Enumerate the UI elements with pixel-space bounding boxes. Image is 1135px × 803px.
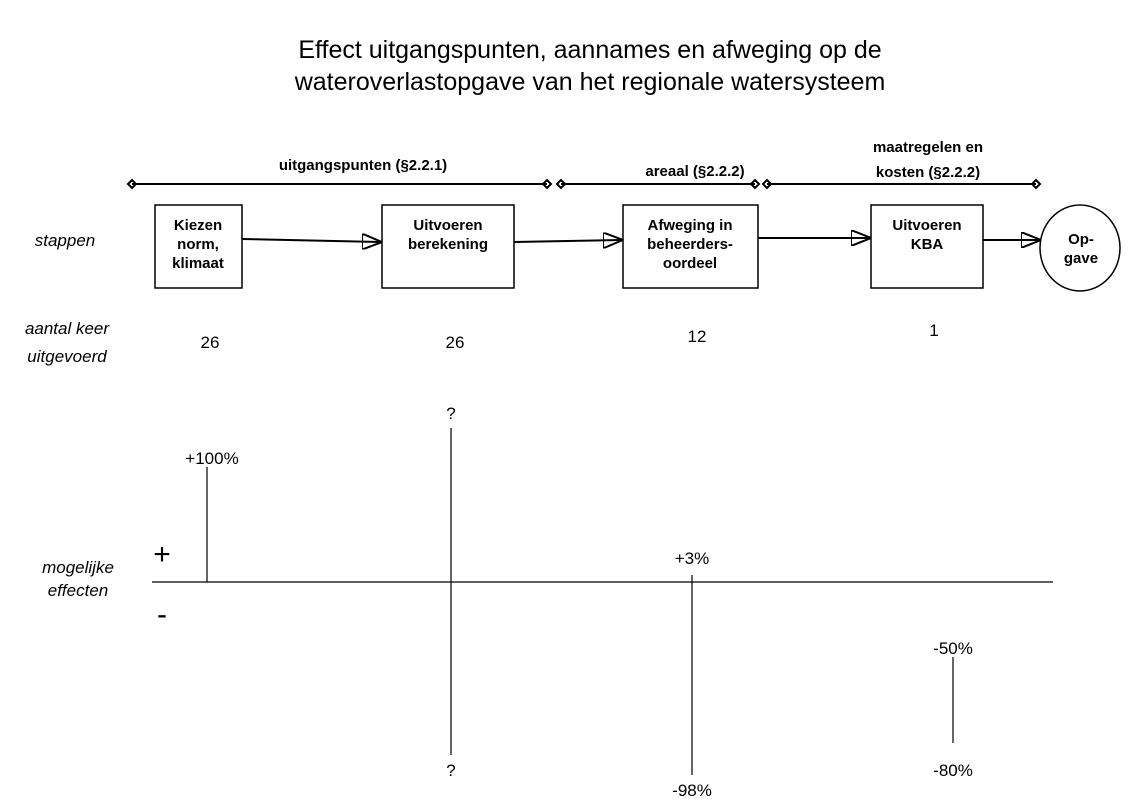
step-label: Kiezen xyxy=(174,217,222,234)
step-label: norm, xyxy=(177,236,219,253)
step-label: oordeel xyxy=(663,255,717,272)
step-label: Uitvoeren xyxy=(413,217,482,234)
phase-lines xyxy=(126,178,1042,190)
effect-label: -50% xyxy=(933,639,973,658)
step-label: Uitvoeren xyxy=(892,217,961,234)
effect-label: ? xyxy=(446,761,455,780)
step-label: KBA xyxy=(911,236,944,253)
step-count: 1 xyxy=(929,321,938,340)
step-label: berekening xyxy=(408,236,488,253)
result-label: Op- xyxy=(1068,231,1094,248)
minus-sign: - xyxy=(157,598,167,631)
row-label: mogelijke xyxy=(42,558,114,577)
arrows xyxy=(241,238,1039,242)
step-label: klimaat xyxy=(172,255,224,272)
phase-label: kosten (§2.2.2) xyxy=(876,164,980,181)
row-label: stappen xyxy=(35,231,96,250)
plus-sign: + xyxy=(153,538,171,571)
phase-label: maatregelen en xyxy=(873,139,983,156)
effect-label: -80% xyxy=(933,761,973,780)
step-count: 12 xyxy=(688,327,707,346)
effect-label: ? xyxy=(446,404,455,423)
step-count: 26 xyxy=(446,333,465,352)
phase-label: areaal (§2.2.2) xyxy=(645,163,744,180)
row-label: uitgevoerd xyxy=(27,347,107,366)
row-label: effecten xyxy=(48,581,109,600)
row-label: aantal keer xyxy=(25,319,110,338)
step-boxes xyxy=(154,204,1121,292)
effect-label: +3% xyxy=(675,549,710,568)
title: Effect uitgangspunten, aannames en afweg… xyxy=(298,36,881,64)
effect-label: -98% xyxy=(672,781,712,800)
result-label: gave xyxy=(1064,250,1098,267)
effect-label: +100% xyxy=(185,449,238,468)
step-count: 26 xyxy=(201,333,220,352)
effect-lines xyxy=(152,428,1053,775)
title: wateroverlastopgave van het regionale wa… xyxy=(294,68,886,96)
step-label: Afweging in xyxy=(648,217,733,234)
phase-label: uitgangspunten (§2.2.1) xyxy=(279,157,447,174)
step-label: beheerders- xyxy=(647,236,733,253)
